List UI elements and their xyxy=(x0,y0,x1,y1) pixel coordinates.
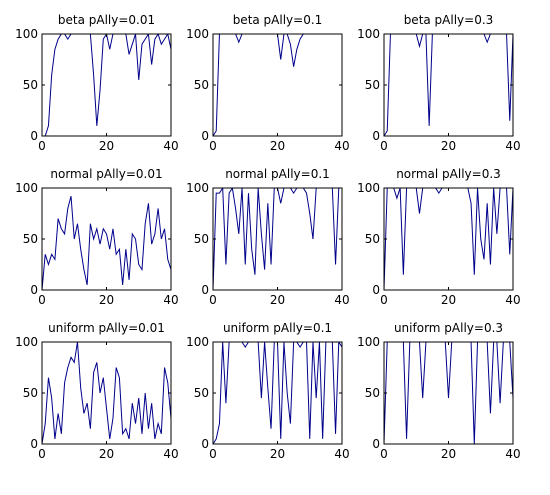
series-line xyxy=(213,34,342,136)
series-line xyxy=(42,34,171,136)
x-tick-label: 0 xyxy=(38,139,46,153)
subplot-title: uniform pAlly=0.3 xyxy=(394,321,503,335)
subplot-5: normal pAlly=0.1 0 20 40 0 50 100 xyxy=(186,167,350,307)
y-tick-label: 50 xyxy=(194,232,209,246)
y-tick-label: 0 xyxy=(30,437,38,451)
y-tick-label: 50 xyxy=(365,232,380,246)
y-tick-label: 0 xyxy=(201,437,209,451)
series-line xyxy=(384,188,513,290)
subplot-title: uniform pAlly=0.1 xyxy=(223,321,332,335)
series-line xyxy=(384,342,513,444)
subplot-title: beta pAlly=0.3 xyxy=(404,13,494,27)
x-tick-label: 40 xyxy=(163,293,178,307)
y-tick-label: 0 xyxy=(201,129,209,143)
subplot-2: beta pAlly=0.1 0 20 40 0 50 100 xyxy=(186,13,350,153)
y-tick-label: 0 xyxy=(372,283,380,297)
x-tick-label: 20 xyxy=(99,293,114,307)
x-tick-label: 0 xyxy=(380,447,388,461)
subplot-title: uniform pAlly=0.01 xyxy=(48,321,165,335)
x-tick-label: 20 xyxy=(270,139,285,153)
subplot-7: uniform pAlly=0.01 0 20 40 0 50 100 xyxy=(15,321,179,461)
x-tick-label: 40 xyxy=(505,447,520,461)
subplot-title: normal pAlly=0.1 xyxy=(225,167,330,181)
axes-box xyxy=(383,33,514,137)
subplot-9: uniform pAlly=0.3 0 20 40 0 50 100 xyxy=(357,321,521,461)
y-tick-label: 0 xyxy=(30,283,38,297)
y-tick-label: 0 xyxy=(30,129,38,143)
axes-box xyxy=(212,187,343,291)
x-tick-label: 0 xyxy=(209,139,217,153)
x-tick-label: 20 xyxy=(441,447,456,461)
x-tick-label: 40 xyxy=(505,139,520,153)
y-tick-label: 50 xyxy=(194,78,209,92)
y-tick-label: 50 xyxy=(365,386,380,400)
y-tick-label: 100 xyxy=(186,27,209,41)
axes-box xyxy=(212,33,343,137)
subplot-1: beta pAlly=0.01 0 20 40 0 50 100 xyxy=(15,13,179,153)
series-line xyxy=(42,196,171,290)
y-tick-label: 0 xyxy=(372,437,380,451)
y-tick-label: 0 xyxy=(372,129,380,143)
subplot-title: normal pAlly=0.01 xyxy=(50,167,162,181)
axes-box xyxy=(41,33,172,137)
y-tick-label: 50 xyxy=(365,78,380,92)
series-line xyxy=(213,188,342,290)
x-tick-label: 0 xyxy=(38,447,46,461)
x-tick-label: 20 xyxy=(99,139,114,153)
subplot-title: normal pAlly=0.3 xyxy=(396,167,501,181)
subplot-title: beta pAlly=0.01 xyxy=(58,13,155,27)
x-tick-label: 0 xyxy=(38,293,46,307)
series-line xyxy=(384,34,513,136)
y-tick-label: 100 xyxy=(15,27,38,41)
x-tick-label: 40 xyxy=(163,447,178,461)
y-tick-label: 100 xyxy=(186,335,209,349)
y-tick-label: 50 xyxy=(194,386,209,400)
x-tick-label: 40 xyxy=(163,139,178,153)
subplot-6: normal pAlly=0.3 0 20 40 0 50 100 xyxy=(357,167,521,307)
y-tick-label: 50 xyxy=(23,232,38,246)
x-tick-label: 40 xyxy=(505,293,520,307)
y-tick-label: 0 xyxy=(201,283,209,297)
y-tick-label: 100 xyxy=(357,27,380,41)
subplot-title: beta pAlly=0.1 xyxy=(233,13,323,27)
subplot-4: normal pAlly=0.01 0 20 40 0 50 100 xyxy=(15,167,179,307)
x-tick-label: 20 xyxy=(441,139,456,153)
y-tick-label: 100 xyxy=(15,335,38,349)
x-tick-label: 20 xyxy=(270,293,285,307)
y-tick-label: 100 xyxy=(357,181,380,195)
y-tick-label: 100 xyxy=(15,181,38,195)
x-tick-label: 0 xyxy=(380,293,388,307)
x-tick-label: 20 xyxy=(270,447,285,461)
x-tick-label: 40 xyxy=(334,139,349,153)
x-tick-label: 20 xyxy=(99,447,114,461)
y-tick-label: 100 xyxy=(186,181,209,195)
x-tick-label: 40 xyxy=(334,447,349,461)
x-tick-label: 40 xyxy=(334,293,349,307)
subplot-3: beta pAlly=0.3 0 20 40 0 50 100 xyxy=(357,13,521,153)
x-tick-label: 20 xyxy=(441,293,456,307)
x-tick-label: 0 xyxy=(209,293,217,307)
x-tick-label: 0 xyxy=(209,447,217,461)
y-tick-label: 50 xyxy=(23,386,38,400)
series-line xyxy=(42,342,171,444)
y-tick-label: 100 xyxy=(357,335,380,349)
x-tick-label: 0 xyxy=(380,139,388,153)
subplot-8: uniform pAlly=0.1 0 20 40 0 50 100 xyxy=(186,321,350,461)
series-line xyxy=(213,342,342,444)
y-tick-label: 50 xyxy=(23,78,38,92)
